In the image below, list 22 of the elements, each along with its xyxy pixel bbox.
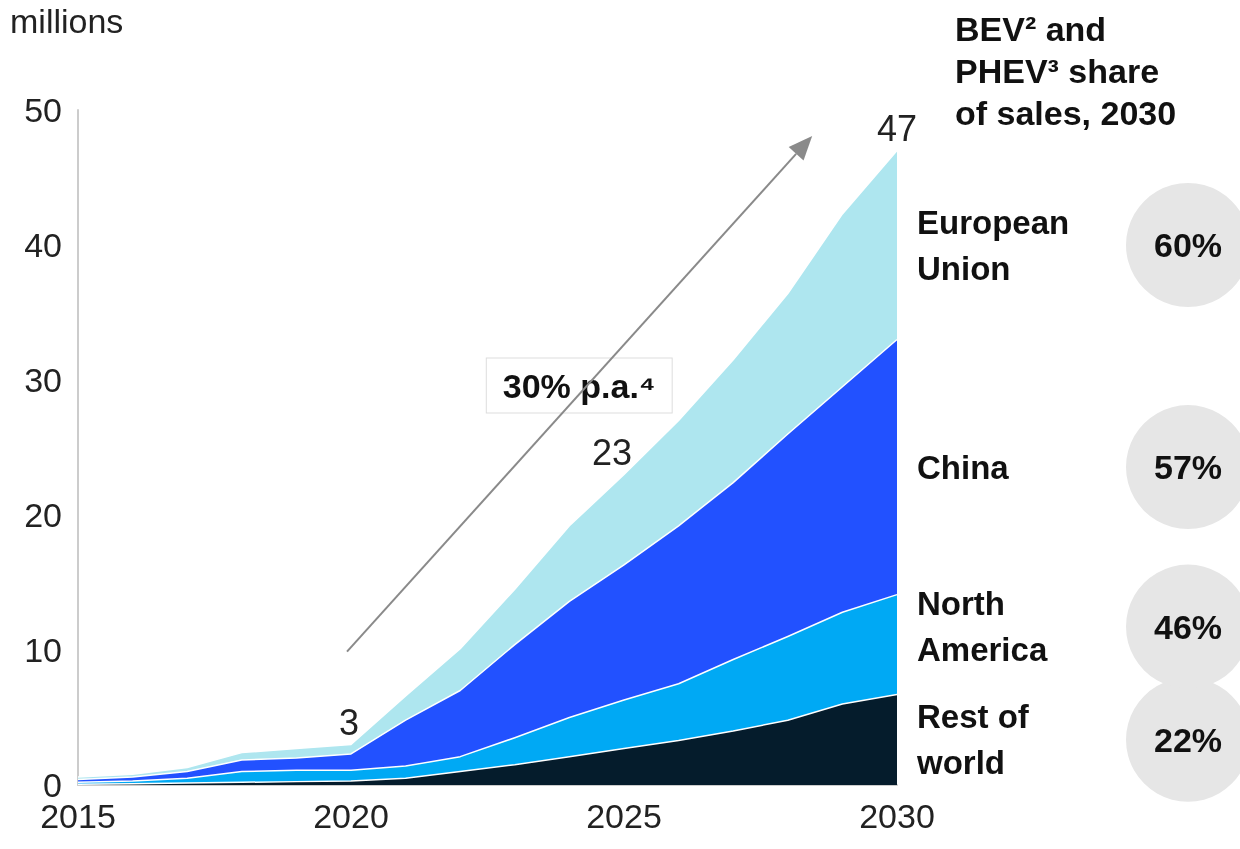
total-label: 47: [876, 108, 918, 149]
y-axis-title: millions: [10, 2, 124, 40]
text: 60%: [1153, 226, 1223, 264]
series-label: European Union: [917, 203, 1079, 287]
text: 22%: [1153, 720, 1223, 759]
series-label: Rest of world: [916, 698, 1039, 782]
x-tick-label: 2020: [313, 797, 389, 835]
y-tick-label: 30: [24, 361, 62, 399]
y-tick-label: 50: [24, 91, 62, 129]
x-tick-label: 2025: [586, 797, 662, 835]
y-tick-label: 20: [24, 496, 62, 534]
y-tick-label: 40: [24, 226, 62, 264]
series-label: China: [917, 448, 1010, 486]
total-label: 23: [591, 432, 632, 473]
text: 57%: [1153, 448, 1223, 487]
total-label: 3: [338, 702, 359, 743]
x-tick-label: 2030: [859, 797, 935, 835]
text: 46%: [1153, 607, 1223, 646]
legend-title: BEV² and PHEV³ share of sales, 2030: [955, 10, 1177, 132]
y-tick-label: 10: [24, 631, 62, 669]
annotation: 30% p.a.⁴: [502, 366, 656, 405]
series-label: North America: [917, 585, 1048, 669]
